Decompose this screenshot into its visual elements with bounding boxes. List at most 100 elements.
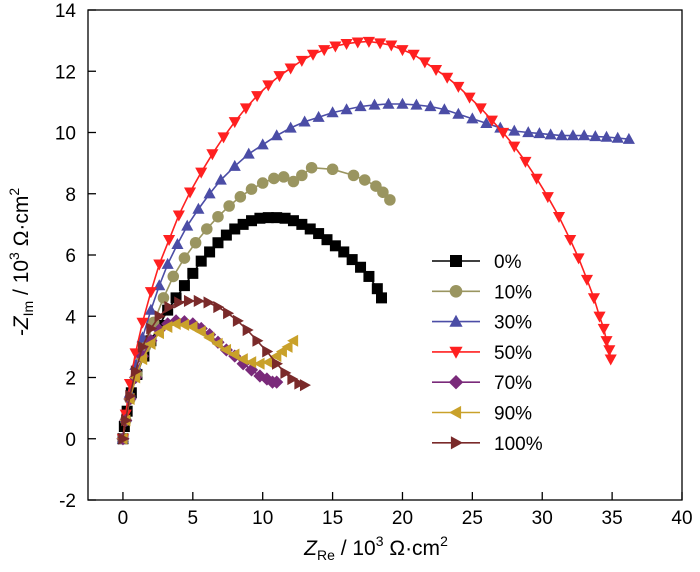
data-point — [194, 325, 206, 338]
data-point — [589, 130, 602, 142]
data-point — [329, 41, 342, 53]
data-point — [298, 115, 311, 127]
data-point — [254, 212, 266, 224]
data-point — [183, 294, 195, 307]
data-point — [212, 210, 224, 223]
legend: 0% 10% 30% 50% 70% 90% 100% — [432, 252, 543, 455]
data-point — [178, 280, 190, 292]
data-point — [358, 174, 371, 186]
ticks-layer: 0 5 10 15 20 25 30 35 40 -2 0 2 4 6 8 10 12 14 — [55, 1, 693, 529]
data-point — [261, 356, 273, 369]
data-point — [270, 375, 284, 389]
legend-marker — [450, 436, 463, 450]
data-point — [279, 212, 291, 224]
data-point — [239, 103, 252, 115]
data-point — [544, 128, 557, 140]
data-point — [220, 343, 232, 356]
series-3 — [116, 36, 617, 446]
data-point — [355, 261, 367, 273]
legend-label: 50% — [494, 343, 532, 364]
x-axis-title-main: Z — [303, 537, 318, 560]
data-point — [338, 246, 350, 258]
y-tick-label: 8 — [65, 185, 76, 206]
data-point — [237, 218, 249, 230]
data-point — [246, 215, 258, 227]
data-point — [245, 356, 257, 369]
legend-label: 30% — [494, 313, 532, 334]
data-point — [144, 303, 157, 315]
data-point — [312, 110, 325, 122]
data-point — [384, 194, 396, 206]
data-point — [497, 127, 510, 139]
data-point — [351, 37, 364, 49]
data-point — [396, 97, 409, 109]
legend-marker — [448, 375, 464, 390]
data-point — [572, 253, 585, 265]
data-point — [522, 126, 535, 138]
legend-label: 90% — [494, 404, 532, 425]
data-point — [174, 296, 186, 309]
legend-item: 90% — [432, 404, 532, 425]
series-6 — [118, 294, 311, 445]
legend-marker — [449, 285, 463, 298]
data-point — [187, 267, 199, 279]
legend-marker — [449, 405, 462, 420]
data-point — [321, 234, 333, 246]
y-axis-title-sup: 3 — [6, 252, 22, 260]
data-point — [270, 350, 282, 363]
data-point — [452, 81, 465, 93]
data-point — [438, 103, 451, 115]
data-point — [137, 340, 149, 353]
data-point — [284, 63, 297, 75]
y-axis-title-rest: / 10 — [10, 260, 33, 301]
data-point — [201, 223, 213, 235]
data-point — [193, 294, 205, 307]
data-point — [251, 91, 264, 103]
data-point — [600, 130, 613, 142]
data-point — [371, 283, 383, 295]
x-tick-label: 15 — [322, 508, 343, 529]
data-point — [228, 159, 241, 171]
data-point — [195, 167, 208, 179]
y-axis-title-unit: Ω·cm — [10, 196, 33, 253]
data-point — [262, 80, 275, 92]
plot-frame — [87, 9, 683, 501]
data-point — [245, 183, 258, 195]
legend-marker — [449, 314, 463, 327]
data-point — [452, 107, 465, 119]
legend-label: 10% — [494, 282, 532, 303]
data-point — [287, 215, 299, 227]
data-point — [429, 65, 443, 77]
data-point — [541, 192, 554, 204]
data-point — [211, 337, 223, 350]
data-point — [347, 169, 360, 182]
data-point — [326, 106, 339, 118]
y-tick-label: 12 — [55, 62, 76, 83]
x-axis-title-sup: 3 — [376, 533, 384, 549]
data-point — [578, 129, 591, 141]
data-point — [603, 345, 616, 357]
legend-item: 50% — [432, 343, 532, 364]
data-point — [152, 327, 164, 340]
data-point — [189, 236, 202, 249]
data-point — [262, 212, 274, 224]
series-1 — [117, 161, 396, 445]
data-point — [294, 377, 306, 390]
data-point — [284, 121, 297, 133]
data-point — [287, 372, 299, 386]
data-point — [533, 127, 546, 139]
data-point — [275, 345, 287, 358]
data-point — [611, 131, 624, 143]
data-point — [118, 432, 130, 445]
data-point — [587, 293, 600, 305]
data-point — [232, 314, 244, 327]
legend-item: 70% — [432, 373, 532, 394]
legend-item: 0% — [432, 252, 522, 273]
data-point — [296, 169, 308, 182]
x-axis-title-unit: Ω·cm — [384, 537, 441, 560]
data-point — [183, 187, 197, 199]
data-point — [287, 334, 299, 347]
data-point — [287, 175, 300, 188]
data-point — [206, 149, 219, 161]
